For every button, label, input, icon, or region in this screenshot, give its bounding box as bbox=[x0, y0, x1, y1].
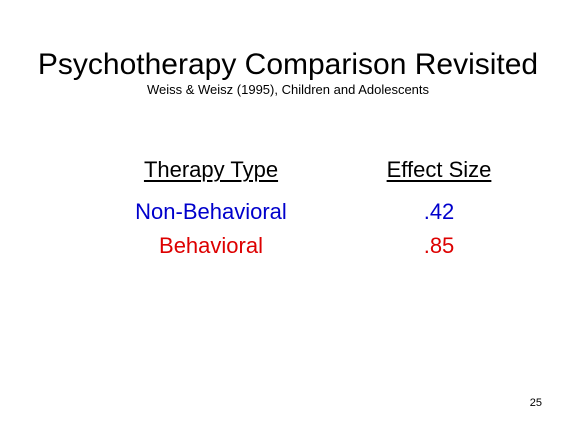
slide-subtitle: Weiss & Weisz (1995), Children and Adole… bbox=[146, 82, 430, 97]
therapy-type-behavioral: Behavioral bbox=[159, 233, 263, 258]
slide-title: Psychotherapy Comparison Revisited bbox=[37, 48, 539, 81]
therapy-type-non-behavioral: Non-Behavioral bbox=[135, 199, 287, 224]
therapy-type-header: Therapy Type bbox=[143, 157, 279, 182]
page-number: 25 bbox=[529, 397, 542, 409]
effect-size-behavioral: .85 bbox=[423, 233, 455, 258]
effect-size-header: Effect Size bbox=[386, 157, 492, 182]
effect-size-non-behavioral: .42 bbox=[423, 199, 455, 224]
